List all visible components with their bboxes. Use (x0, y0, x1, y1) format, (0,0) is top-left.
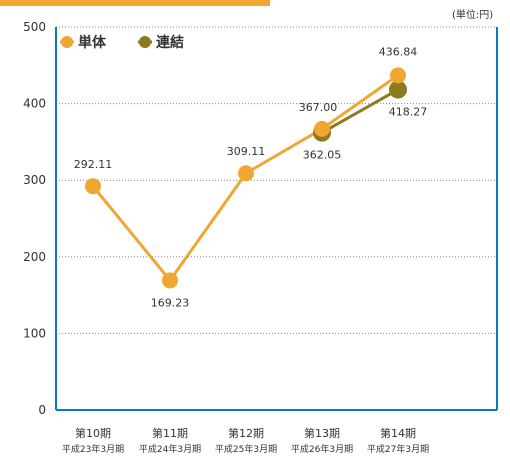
y-tick-label: 300 (23, 173, 46, 187)
data-point (162, 272, 178, 289)
legend-swatch-dot (61, 36, 73, 48)
x-tick-label: 第11期 (152, 426, 188, 440)
x-tick-label: 第10期 (75, 426, 111, 440)
legend-swatch-dot (139, 36, 151, 48)
data-point (85, 178, 101, 195)
data-label: 367.00 (299, 101, 338, 114)
y-tick-label: 100 (23, 326, 46, 340)
x-tick-label: 第14期 (380, 426, 416, 440)
data-point (390, 67, 406, 84)
x-tick-sublabel: 平成25年3月期 (215, 443, 277, 455)
data-label: 436.84 (379, 45, 418, 58)
x-tick-sublabel: 平成26年3月期 (291, 443, 353, 455)
data-point (314, 120, 330, 137)
unit-label: (単位:円) (452, 8, 493, 21)
data-label: 169.23 (151, 296, 190, 309)
y-tick-label: 500 (23, 20, 46, 34)
header-accent-bar (0, 0, 270, 6)
series-line-1 (321, 88, 399, 134)
legend-label: 単体 (78, 34, 107, 51)
x-tick-sublabel: 平成27年3月期 (367, 443, 429, 455)
x-tick-label: 第13期 (304, 426, 340, 440)
data-point (389, 80, 407, 99)
legend-label: 連結 (156, 34, 184, 51)
data-label: 292.11 (74, 158, 113, 171)
y-tick-label: 400 (23, 97, 46, 111)
data-label: 418.27 (389, 106, 428, 119)
y-tick-label: 200 (23, 250, 46, 264)
data-label: 309.11 (227, 145, 266, 158)
x-tick-sublabel: 平成24年3月期 (139, 443, 201, 455)
data-label: 362.05 (303, 149, 342, 162)
x-tick-label: 第12期 (228, 426, 264, 440)
data-point (238, 165, 254, 182)
x-tick-sublabel: 平成23年3月期 (62, 443, 124, 455)
y-tick-label: 0 (38, 403, 46, 417)
